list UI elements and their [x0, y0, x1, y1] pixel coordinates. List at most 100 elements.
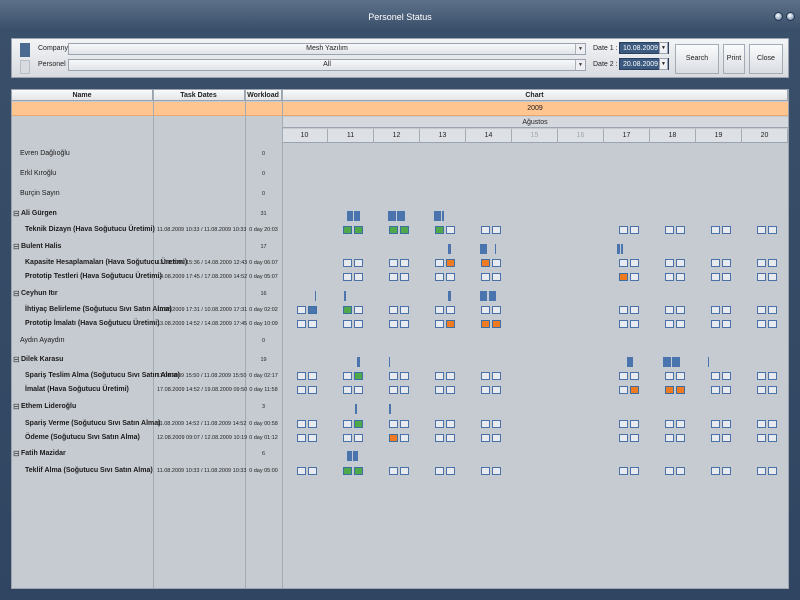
gantt-cell[interactable] — [757, 320, 779, 328]
company-select[interactable]: Mesh Yazılım ▼ — [68, 43, 586, 55]
column-header-task-dates[interactable]: Task Dates — [153, 90, 245, 101]
gantt-cell[interactable] — [665, 226, 687, 234]
gantt-cell[interactable] — [665, 372, 687, 380]
gantt-cell[interactable] — [619, 420, 641, 428]
gantt-cell[interactable] — [481, 320, 503, 328]
gantt-cell[interactable] — [757, 226, 779, 234]
chevron-down-icon[interactable]: ▼ — [575, 44, 585, 54]
gantt-cell[interactable] — [711, 386, 733, 394]
gantt-cell[interactable] — [619, 306, 641, 314]
task-row[interactable]: Kapasite Hesaplamaları (Hava Soğutucu Ür… — [12, 256, 282, 270]
gantt-cell[interactable] — [481, 306, 503, 314]
gantt-cell[interactable] — [619, 226, 641, 234]
gantt-cell[interactable] — [297, 372, 319, 380]
date1-input[interactable]: 10.08.2009 — [619, 42, 669, 54]
gantt-cell[interactable] — [481, 372, 503, 380]
gantt-cell[interactable] — [711, 420, 733, 428]
person-row[interactable]: Evren Dağlıoğlu 0 — [12, 147, 282, 161]
collapse-icon[interactable]: ⊟ — [13, 449, 20, 458]
gantt-cell[interactable] — [757, 306, 779, 314]
gantt-cell[interactable] — [297, 434, 319, 442]
gantt-cell[interactable] — [665, 420, 687, 428]
gantt-cell[interactable] — [619, 434, 641, 442]
gantt-cell[interactable] — [665, 259, 687, 267]
minimize-icon[interactable] — [774, 12, 783, 21]
gantt-cell[interactable] — [711, 320, 733, 328]
gantt-cell[interactable] — [389, 259, 411, 267]
gantt-cell[interactable] — [389, 434, 411, 442]
task-row[interactable]: Ödeme (Soğutucu Sıvı Satın Alma) 12.08.20… — [12, 431, 282, 445]
gantt-cell[interactable] — [435, 259, 457, 267]
gantt-cell[interactable] — [619, 273, 641, 281]
gantt-cell[interactable] — [481, 467, 503, 475]
gantt-cell[interactable] — [757, 467, 779, 475]
gantt-cell[interactable] — [435, 372, 457, 380]
gantt-cell[interactable] — [665, 273, 687, 281]
gantt-cell[interactable] — [389, 306, 411, 314]
gantt-cell[interactable] — [757, 273, 779, 281]
column-header-workload[interactable]: Workload % — [245, 90, 282, 110]
gantt-cell[interactable] — [297, 320, 319, 328]
gantt-cell[interactable] — [389, 320, 411, 328]
collapse-icon[interactable]: ⊟ — [13, 355, 20, 364]
column-header-chart[interactable]: Chart — [282, 90, 788, 101]
close-button[interactable]: Close — [749, 44, 783, 74]
collapse-icon[interactable]: ⊟ — [13, 242, 20, 251]
gantt-cell[interactable] — [389, 420, 411, 428]
gantt-cell[interactable] — [389, 226, 411, 234]
gantt-cell[interactable] — [711, 259, 733, 267]
column-header-name[interactable]: Name — [12, 90, 153, 101]
gantt-cell[interactable] — [757, 372, 779, 380]
gantt-cell[interactable] — [619, 259, 641, 267]
gantt-cell[interactable] — [711, 306, 733, 314]
gantt-cell[interactable] — [435, 386, 457, 394]
gantt-cell[interactable] — [435, 273, 457, 281]
gantt-cell[interactable] — [389, 372, 411, 380]
gantt-cell[interactable] — [481, 273, 503, 281]
gantt-cell[interactable] — [297, 386, 319, 394]
gantt-cell[interactable] — [435, 226, 457, 234]
chevron-down-icon[interactable]: ▼ — [575, 60, 585, 70]
gantt-cell[interactable] — [343, 320, 365, 328]
gantt-cell[interactable] — [435, 434, 457, 442]
gantt-cell[interactable] — [435, 467, 457, 475]
gantt-cell[interactable] — [343, 467, 365, 475]
person-group-row[interactable]: ⊟ Fatih Mazidar 6 — [12, 447, 282, 461]
personel-select[interactable]: All ▼ — [68, 59, 586, 71]
gantt-cell[interactable] — [389, 467, 411, 475]
person-row[interactable]: Aydın Ayaydın 0 — [12, 334, 282, 348]
task-row[interactable]: Spariş Teslim Alma (Soğutucu Sıvı Satın … — [12, 369, 282, 383]
print-button[interactable]: Print — [723, 44, 745, 74]
gantt-cell[interactable] — [481, 259, 503, 267]
gantt-cell[interactable] — [757, 259, 779, 267]
person-group-row[interactable]: ⊟ Bulent Halis 17 — [12, 240, 282, 254]
gantt-cell[interactable] — [619, 320, 641, 328]
gantt-cell[interactable] — [297, 467, 319, 475]
date2-dropdown-icon[interactable]: ▼ — [659, 58, 668, 70]
date2-input[interactable]: 20.08.2009 — [619, 58, 669, 70]
gantt-cell[interactable] — [481, 386, 503, 394]
gantt-cell[interactable] — [757, 386, 779, 394]
close-window-icon[interactable] — [786, 12, 795, 21]
person-group-row[interactable]: ⊟ Ali Gürgen 31 — [12, 207, 282, 221]
gantt-cell[interactable] — [619, 467, 641, 475]
gantt-cell[interactable] — [711, 434, 733, 442]
gantt-cell[interactable] — [711, 226, 733, 234]
person-group-row[interactable]: ⊟ Dilek Karasu 19 — [12, 353, 282, 367]
gantt-cell[interactable] — [619, 372, 641, 380]
search-button[interactable]: Search — [675, 44, 719, 74]
gantt-cell[interactable] — [435, 306, 457, 314]
task-row[interactable]: Spariş Verme (Soğutucu Sıvı Satın Alma) 1… — [12, 417, 282, 431]
gantt-cell[interactable] — [481, 420, 503, 428]
gantt-cell[interactable] — [711, 372, 733, 380]
person-group-row[interactable]: ⊟ Ceyhun Itır 16 — [12, 287, 282, 301]
gantt-cell[interactable] — [343, 434, 365, 442]
gantt-cell[interactable] — [665, 306, 687, 314]
gantt-cell[interactable] — [665, 386, 687, 394]
gantt-cell[interactable] — [711, 273, 733, 281]
gantt-cell[interactable] — [665, 467, 687, 475]
person-row[interactable]: Burçin Sayın 0 — [12, 187, 282, 201]
gantt-cell[interactable] — [343, 273, 365, 281]
gantt-cell[interactable] — [343, 259, 365, 267]
gantt-cell[interactable] — [481, 434, 503, 442]
